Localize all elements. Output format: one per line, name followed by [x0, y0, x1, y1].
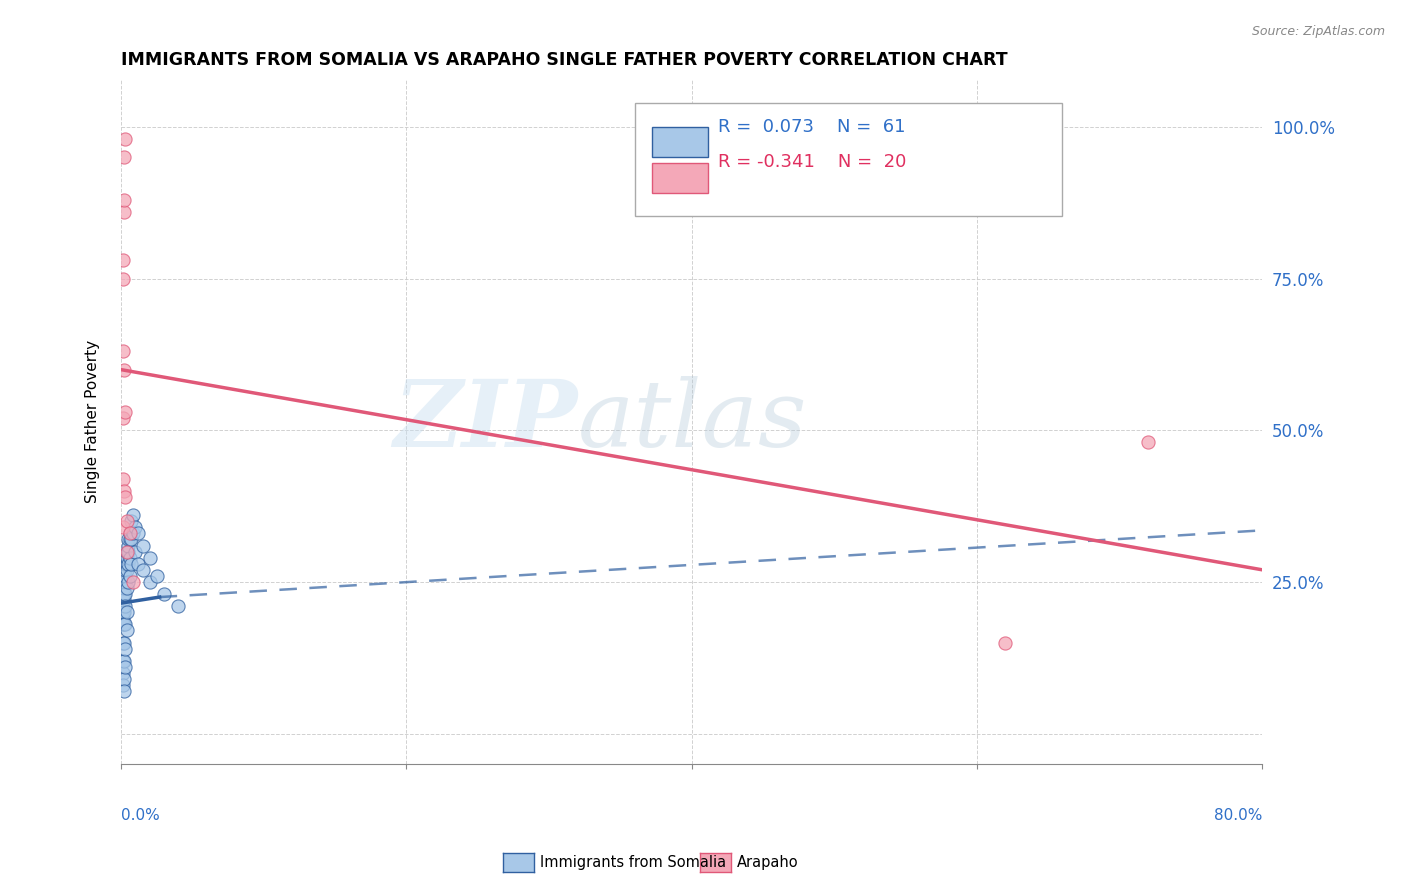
Point — [118, 550, 141, 565]
Point — [112, 205, 135, 219]
Point — [111, 617, 134, 632]
Point — [994, 635, 1017, 649]
Point — [112, 362, 135, 376]
Point — [112, 672, 135, 686]
Point — [118, 526, 141, 541]
Point — [117, 544, 139, 558]
Point — [131, 539, 153, 553]
Point — [131, 563, 153, 577]
Point — [112, 605, 135, 619]
Point — [111, 611, 134, 625]
Point — [117, 539, 139, 553]
Point — [111, 411, 134, 425]
Point — [146, 569, 169, 583]
Point — [112, 581, 135, 595]
Point — [112, 617, 135, 632]
Point — [121, 508, 143, 523]
Point — [112, 587, 135, 601]
Point — [111, 654, 134, 668]
Point — [114, 490, 136, 504]
Point — [115, 557, 138, 571]
Point — [111, 587, 134, 601]
Point — [114, 132, 136, 146]
Text: 80.0%: 80.0% — [1213, 808, 1263, 823]
Point — [118, 526, 141, 541]
Text: Arapaho: Arapaho — [737, 855, 799, 870]
Point — [121, 574, 143, 589]
Text: ZIP: ZIP — [394, 376, 578, 467]
Y-axis label: Single Father Poverty: Single Father Poverty — [86, 340, 100, 503]
Point — [114, 574, 136, 589]
Point — [115, 550, 138, 565]
Point — [117, 557, 139, 571]
Text: Immigrants from Somalia: Immigrants from Somalia — [540, 855, 725, 870]
Point — [112, 684, 135, 698]
Point — [112, 593, 135, 607]
Point — [111, 605, 134, 619]
Point — [112, 635, 135, 649]
Point — [117, 533, 139, 547]
Point — [118, 569, 141, 583]
Point — [111, 271, 134, 285]
Point — [114, 557, 136, 571]
Point — [138, 550, 160, 565]
Point — [114, 587, 136, 601]
Point — [120, 557, 142, 571]
Point — [118, 533, 141, 547]
Point — [115, 581, 138, 595]
Point — [112, 193, 135, 207]
Point — [111, 593, 134, 607]
Point — [115, 544, 138, 558]
Point — [167, 599, 190, 614]
Point — [153, 587, 176, 601]
Point — [115, 544, 138, 558]
Point — [111, 344, 134, 359]
FancyBboxPatch shape — [651, 163, 707, 193]
Point — [124, 520, 146, 534]
Point — [115, 563, 138, 577]
Point — [120, 533, 142, 547]
Point — [117, 574, 139, 589]
Point — [138, 574, 160, 589]
Point — [120, 514, 142, 528]
Point — [112, 483, 135, 498]
Point — [124, 544, 146, 558]
Point — [127, 557, 149, 571]
Point — [114, 641, 136, 656]
Text: 0.0%: 0.0% — [121, 808, 160, 823]
Point — [111, 253, 134, 268]
Point — [1136, 435, 1159, 450]
Text: IMMIGRANTS FROM SOMALIA VS ARAPAHO SINGLE FATHER POVERTY CORRELATION CHART: IMMIGRANTS FROM SOMALIA VS ARAPAHO SINGL… — [121, 51, 1008, 69]
Point — [114, 563, 136, 577]
Point — [127, 526, 149, 541]
Point — [111, 635, 134, 649]
Text: atlas: atlas — [578, 376, 807, 467]
FancyBboxPatch shape — [634, 103, 1063, 216]
Point — [114, 569, 136, 583]
Point — [121, 526, 143, 541]
Text: Source: ZipAtlas.com: Source: ZipAtlas.com — [1251, 25, 1385, 38]
Point — [112, 654, 135, 668]
Point — [115, 605, 138, 619]
Point — [112, 150, 135, 164]
Point — [115, 514, 138, 528]
Point — [111, 599, 134, 614]
Point — [112, 574, 135, 589]
Point — [114, 405, 136, 419]
Text: R =  0.073    N =  61: R = 0.073 N = 61 — [718, 118, 905, 136]
Point — [111, 472, 134, 486]
Point — [111, 520, 134, 534]
FancyBboxPatch shape — [651, 127, 707, 157]
Point — [115, 624, 138, 638]
Point — [114, 660, 136, 674]
Point — [111, 678, 134, 692]
Text: R = -0.341    N =  20: R = -0.341 N = 20 — [718, 153, 907, 171]
Point — [114, 617, 136, 632]
Point — [111, 665, 134, 680]
Point — [114, 599, 136, 614]
